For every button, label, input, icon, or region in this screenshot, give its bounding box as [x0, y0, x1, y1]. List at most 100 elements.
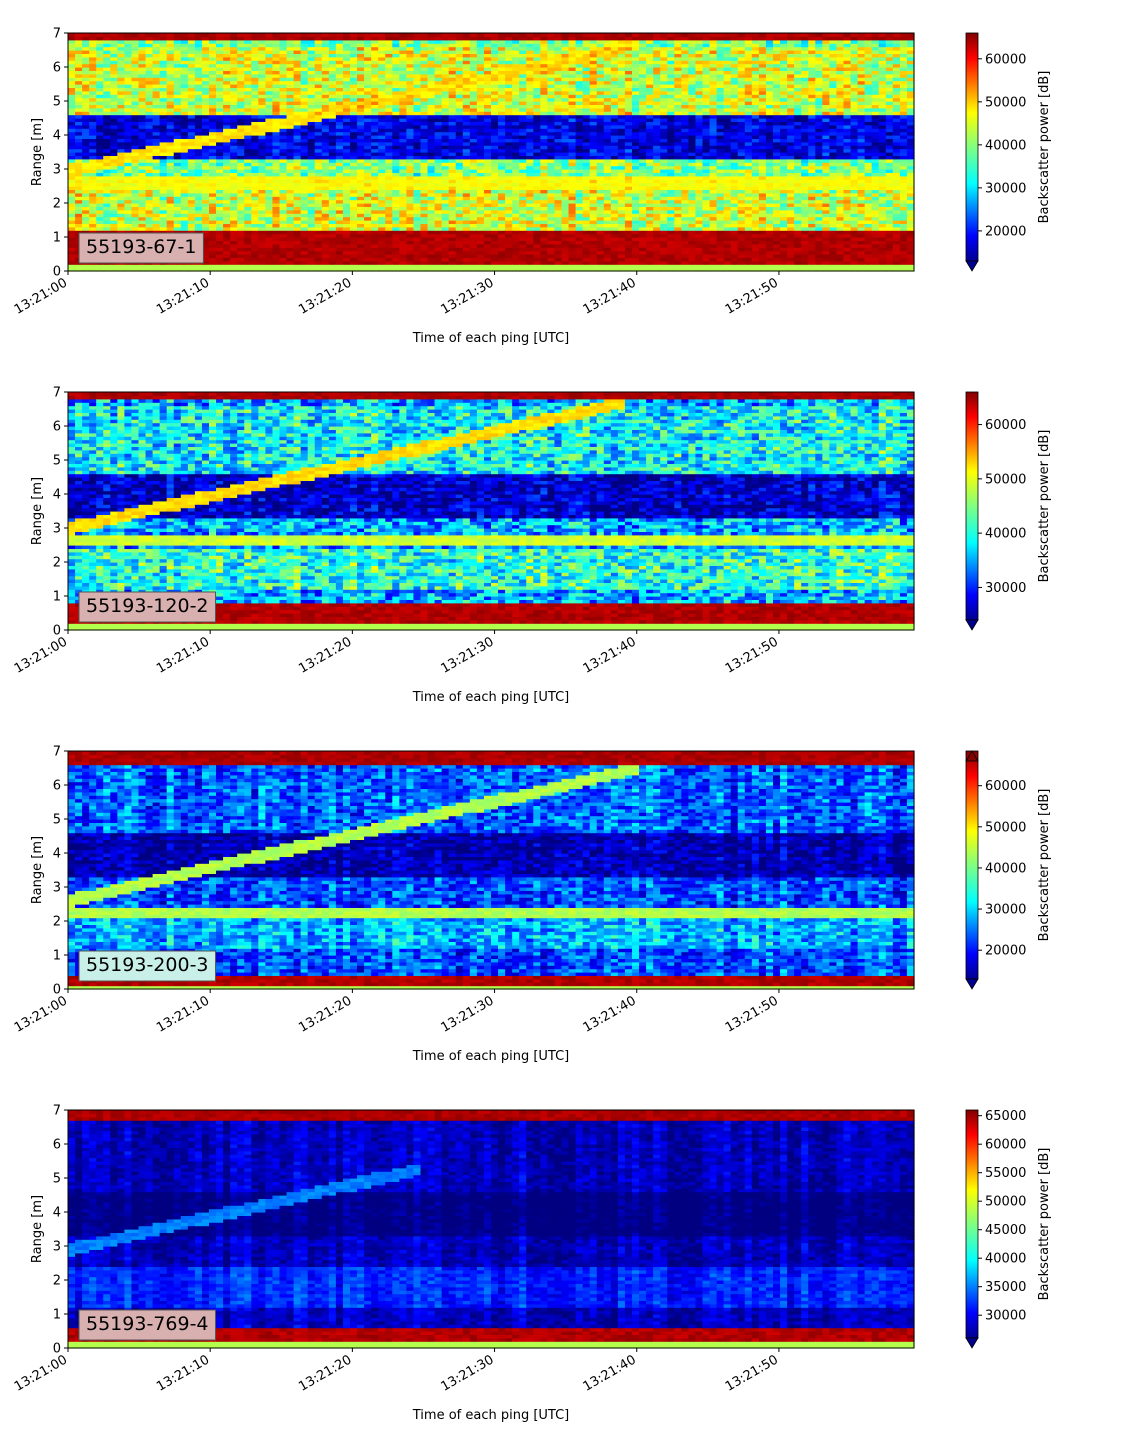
- heatmap-cell: [280, 193, 288, 197]
- heatmap-cell: [195, 142, 203, 146]
- heatmap-cell: [357, 264, 365, 268]
- heatmap-cell: [117, 132, 125, 136]
- heatmap-cell: [167, 149, 175, 153]
- heatmap-cell: [315, 149, 323, 153]
- heatmap-cell: [336, 200, 344, 204]
- heatmap-cell: [294, 210, 302, 214]
- heatmap-cell: [484, 234, 492, 238]
- heatmap-cell: [350, 200, 358, 204]
- heatmap-cell: [181, 132, 189, 136]
- heatmap-cell: [202, 132, 210, 136]
- heatmap-cell: [505, 244, 513, 248]
- heatmap-cell: [181, 176, 189, 180]
- heatmap-cell: [392, 149, 400, 153]
- heatmap-cell: [82, 210, 90, 214]
- heatmap-cell: [294, 183, 302, 187]
- heatmap-cell: [195, 176, 203, 180]
- heatmap-cell: [195, 217, 203, 221]
- heatmap-cell: [406, 210, 414, 214]
- heatmap-cell: [491, 33, 499, 37]
- heatmap-cell: [526, 217, 534, 221]
- heatmap-cell: [526, 149, 534, 153]
- heatmap-cell: [89, 166, 97, 170]
- heatmap-cell: [484, 166, 492, 170]
- heatmap-cell: [378, 234, 386, 238]
- heatmap-cell: [329, 227, 337, 231]
- heatmap-cell: [272, 200, 280, 204]
- heatmap-cell: [308, 251, 316, 255]
- heatmap-cell: [406, 193, 414, 197]
- heatmap-cell: [202, 264, 210, 268]
- heatmap-cell: [329, 183, 337, 187]
- heatmap-cell: [364, 227, 372, 231]
- heatmap-cell: [308, 234, 316, 238]
- heatmap-cell: [287, 227, 295, 231]
- heatmap-cell: [251, 183, 259, 187]
- heatmap-cell: [244, 234, 252, 238]
- heatmap-cell: [512, 193, 520, 197]
- heatmap-cell: [336, 244, 344, 248]
- heatmap-cell: [195, 166, 203, 170]
- heatmap-cell: [89, 159, 97, 163]
- heatmap-cell: [329, 159, 337, 163]
- heatmap-cell: [209, 227, 217, 231]
- heatmap-cell: [237, 210, 245, 214]
- heatmap-cell: [174, 217, 182, 221]
- heatmap-cell: [237, 264, 245, 268]
- heatmap-cell: [294, 234, 302, 238]
- heatmap-cell: [117, 264, 125, 268]
- heatmap-cell: [294, 264, 302, 268]
- heatmap-cell: [456, 210, 464, 214]
- heatmap-cell: [272, 159, 280, 163]
- heatmap-cell: [484, 183, 492, 187]
- heatmap-cell: [477, 159, 485, 163]
- heatmap-cell: [357, 210, 365, 214]
- heatmap-cell: [308, 149, 316, 153]
- heatmap-cell: [385, 234, 393, 238]
- heatmap-cell: [371, 176, 379, 180]
- heatmap-cell: [89, 200, 97, 204]
- heatmap-cell: [357, 142, 365, 146]
- heatmap-cell: [315, 33, 323, 37]
- heatmap-cell: [392, 217, 400, 221]
- heatmap-cell: [202, 183, 210, 187]
- heatmap-cell: [110, 183, 118, 187]
- heatmap-cell: [449, 159, 457, 163]
- heatmap-cell: [491, 166, 499, 170]
- heatmap-cell: [371, 159, 379, 163]
- heatmap-cell: [244, 159, 252, 163]
- heatmap-cell: [406, 142, 414, 146]
- heatmap-cell: [526, 264, 534, 268]
- heatmap-cell: [301, 244, 309, 248]
- heatmap-cell: [195, 183, 203, 187]
- heatmap-cell: [505, 159, 513, 163]
- heatmap-cell: [421, 264, 429, 268]
- heatmap-cell: [223, 142, 231, 146]
- heatmap-cell: [188, 142, 196, 146]
- heatmap-cell: [160, 132, 168, 136]
- heatmap-cell: [371, 166, 379, 170]
- heatmap-cell: [435, 166, 443, 170]
- heatmap-cell: [322, 234, 330, 238]
- heatmap-cell: [216, 183, 224, 187]
- heatmap-cell: [301, 132, 309, 136]
- heatmap-cell: [484, 227, 492, 231]
- heatmap-cell: [139, 166, 147, 170]
- heatmap-cell: [244, 33, 252, 37]
- heatmap-cell: [68, 251, 76, 255]
- heatmap-cell: [343, 166, 351, 170]
- heatmap-cell: [477, 149, 485, 153]
- heatmap-cell: [385, 33, 393, 37]
- heatmap-cell: [237, 193, 245, 197]
- heatmap-cell: [216, 149, 224, 153]
- heatmap-cell: [322, 264, 330, 268]
- heatmap-cell: [413, 132, 421, 136]
- heatmap-cell: [315, 159, 323, 163]
- heatmap-cell: [139, 132, 147, 136]
- heatmap-cell: [442, 149, 450, 153]
- heatmap-cell: [89, 183, 97, 187]
- heatmap-cell: [68, 200, 76, 204]
- heatmap-cell: [117, 142, 125, 146]
- heatmap-cell: [272, 234, 280, 238]
- heatmap-cell: [244, 244, 252, 248]
